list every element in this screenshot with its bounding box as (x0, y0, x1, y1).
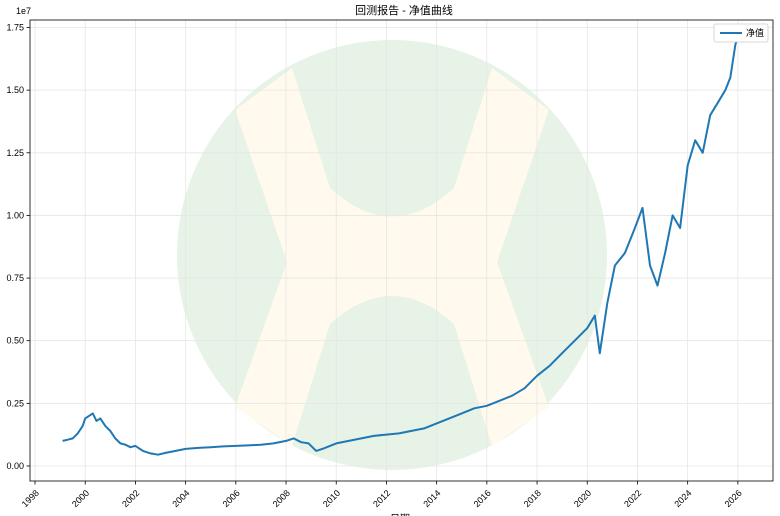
y-tick-label: 1.50 (6, 85, 24, 95)
y-tick-label: 1.75 (6, 23, 24, 33)
y-tick-label: 0.25 (6, 398, 24, 408)
series-line (62, 34, 739, 456)
grid (30, 20, 773, 481)
x-axis-label: 日期 (390, 513, 410, 516)
legend: 净值 (713, 23, 769, 43)
y-tick-label: 0.75 (6, 273, 24, 283)
chart-title: 回测报告 - 净值曲线 (355, 3, 453, 17)
plot-frame (29, 19, 774, 482)
y-tick-label: 0.00 (6, 461, 24, 471)
y-tick-label: 1.25 (6, 148, 24, 158)
series-layer (62, 34, 739, 456)
axes: 1998 2000 2002 2004 2006 2008 2010 2012 2014 2016… (6, 19, 774, 509)
watermark-x-mark (235, 68, 549, 446)
watermark-circle (177, 40, 607, 470)
legend-label: 净值 (746, 27, 764, 38)
watermark-logo (177, 40, 607, 470)
y-tick-label: 1.00 (6, 210, 24, 220)
y-scale-label: 1e7 (16, 6, 31, 16)
y-tick-label: 0.50 (6, 336, 24, 346)
